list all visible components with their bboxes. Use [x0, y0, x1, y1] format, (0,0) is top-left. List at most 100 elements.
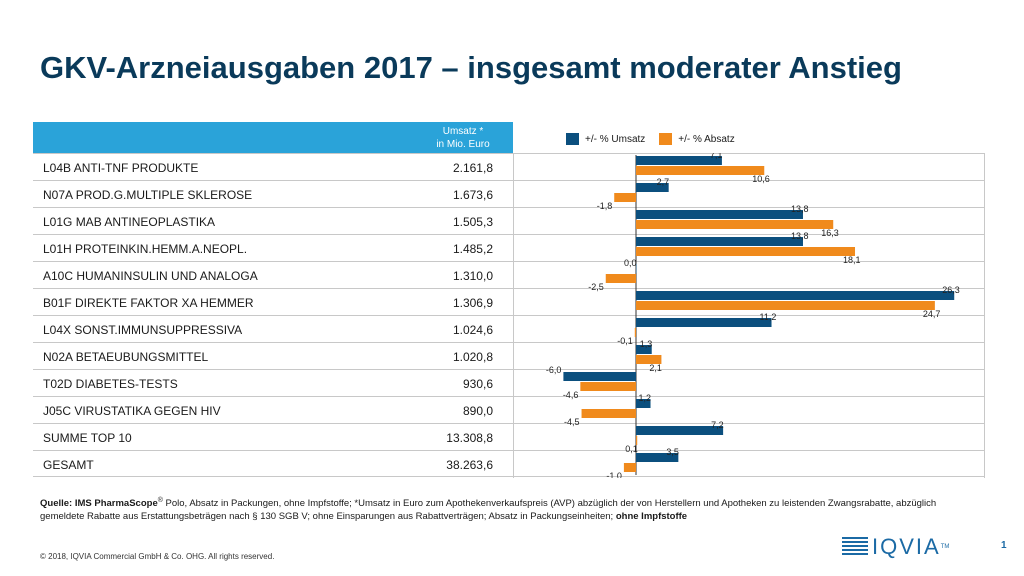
- bar-umsatz: [636, 453, 679, 462]
- row-umsatz-value: 1.485,2: [452, 242, 493, 256]
- legend-umsatz: +/- % Umsatz: [566, 133, 645, 145]
- source-text: Polo, Absatz in Packungen, ohne Impfstof…: [40, 498, 937, 523]
- legend-label-umsatz: +/- % Umsatz: [585, 133, 646, 145]
- data-table: Umsatz * in Mio. Euro +/- % Umsatz +/- %…: [33, 122, 985, 478]
- row-umsatz-value: 13.308,8: [446, 431, 493, 445]
- row-umsatz-value: 930,6: [462, 377, 493, 391]
- table-row: GESAMT 38.263,6: [33, 450, 985, 477]
- legend-label-absatz: +/- % Absatz: [678, 133, 735, 145]
- row-label: L04X SONST.IMMUNSUPPRESSIVA: [43, 323, 243, 337]
- umsatz-header-line1: Umsatz *: [442, 126, 484, 137]
- data-label-umsatz: 3,5: [666, 447, 679, 457]
- table-row: L01G MAB ANTINEOPLASTIKA 1.505,3: [33, 207, 985, 234]
- copyright: © 2018, IQVIA Commercial GmbH & Co. OHG.…: [40, 552, 275, 561]
- data-label-absatz: 18,1: [843, 255, 861, 265]
- data-label-umsatz: 13,8: [791, 204, 809, 214]
- row-umsatz-value: 1.020,8: [452, 350, 493, 364]
- bar-absatz: [636, 166, 765, 175]
- row-umsatz-value: 38.263,6: [446, 458, 493, 472]
- iqvia-logo: IQVIA TM: [842, 534, 949, 560]
- header-band: [33, 122, 513, 153]
- row-label: L04B ANTI-TNF PRODUKTE: [43, 161, 199, 175]
- row-label: A10C HUMANINSULIN UND ANALOGA: [43, 269, 258, 283]
- legend-swatch-absatz: [659, 133, 673, 145]
- bar-umsatz: [636, 399, 651, 408]
- data-label-absatz: -2,5: [588, 282, 604, 292]
- data-label-umsatz: 1,2: [639, 393, 652, 403]
- legend-absatz: +/- % Absatz: [659, 133, 735, 145]
- data-label-absatz: -1,8: [597, 201, 613, 211]
- data-label-absatz: 0,1: [625, 444, 638, 454]
- bar-absatz: [636, 220, 834, 229]
- table-row: T02D DIABETES-TESTS 930,6: [33, 369, 985, 396]
- row-label: J05C VIRUSTATIKA GEGEN HIV: [43, 404, 221, 418]
- data-label-absatz: 16,3: [821, 228, 839, 238]
- bar-chart: 7,1 10,6 2,7 -1,8 13,8 16,3 13,8 18,1 0,0 -2,5 26,…: [546, 153, 960, 478]
- row-umsatz-value: 1.306,9: [452, 296, 493, 310]
- row-umsatz-value: 1.024,6: [452, 323, 493, 337]
- table-row: SUMME TOP 10 13.308,8: [33, 423, 985, 450]
- page-number: 1: [1001, 540, 1007, 551]
- row-umsatz-value: 1.310,0: [452, 269, 493, 283]
- data-label-umsatz: 13,8: [791, 231, 809, 241]
- row-umsatz-value: 890,0: [462, 404, 493, 418]
- chart-legend: +/- % Umsatz +/- % Absatz: [566, 133, 749, 145]
- data-label-umsatz: -6,0: [546, 365, 562, 375]
- row-label: B01F DIREKTE FAKTOR XA HEMMER: [43, 296, 254, 310]
- table-right-border: [984, 153, 985, 478]
- bar-umsatz: [636, 291, 955, 300]
- bar-absatz: [605, 274, 636, 283]
- row-label: GESAMT: [43, 458, 94, 472]
- bar-absatz: [614, 193, 636, 202]
- data-label-absatz: 2,1: [649, 363, 662, 373]
- row-umsatz-value: 1.673,6: [452, 188, 493, 202]
- bar-absatz: [634, 328, 636, 337]
- source-reg: ®: [157, 497, 163, 504]
- table-row: B01F DIREKTE FAKTOR XA HEMMER 1.306,9: [33, 288, 985, 315]
- row-label: L01G MAB ANTINEOPLASTIKA: [43, 215, 216, 229]
- row-umsatz-value: 1.505,3: [452, 215, 493, 229]
- bar-umsatz: [636, 318, 772, 327]
- data-label-absatz: -1,0: [606, 471, 622, 478]
- data-label-umsatz: 7,2: [711, 420, 724, 430]
- data-label-absatz: 24,7: [923, 309, 941, 319]
- bar-absatz: [636, 247, 856, 256]
- table-row: J05C VIRUSTATIKA GEGEN HIV 890,0: [33, 396, 985, 423]
- bar-umsatz: [636, 183, 669, 192]
- data-label-umsatz: 7,1: [710, 153, 723, 160]
- row-label: N07A PROD.G.MULTIPLE SKLEROSE: [43, 188, 253, 202]
- data-label-umsatz: 1,3: [640, 339, 653, 349]
- table-row: A10C HUMANINSULIN UND ANALOGA 1.310,0: [33, 261, 985, 288]
- source-lead: Quelle: IMS PharmaScope: [40, 498, 158, 510]
- bar-umsatz: [636, 264, 637, 273]
- table-header: Umsatz * in Mio. Euro +/- % Umsatz +/- %…: [33, 122, 985, 153]
- umsatz-header: Umsatz * in Mio. Euro: [413, 125, 513, 151]
- page-title: GKV-Arzneiausgaben 2017 – insgesamt mode…: [40, 50, 902, 85]
- row-label: L01H PROTEINKIN.HEMM.A.NEOPL.: [43, 242, 248, 256]
- bar-umsatz: [636, 156, 722, 165]
- row-label: SUMME TOP 10: [43, 431, 132, 445]
- bar-umsatz: [636, 210, 803, 219]
- row-umsatz-value: 2.161,8: [452, 161, 493, 175]
- data-label-absatz: -4,5: [564, 417, 580, 427]
- bar-absatz: [636, 355, 662, 364]
- row-label: N02A BETAEUBUNGSMITTEL: [43, 350, 209, 364]
- source-bold-end: ohne Impfstoffe: [615, 511, 688, 523]
- column-divider: [513, 153, 514, 478]
- table-rows: L04B ANTI-TNF PRODUKTE 2.161,8 N07A PROD.G…: [33, 153, 985, 477]
- logo-lines-icon: [842, 537, 868, 557]
- row-label: T02D DIABETES-TESTS: [43, 377, 178, 391]
- logo-tm: TM: [940, 544, 950, 550]
- data-label-umsatz: 2,7: [657, 177, 670, 187]
- bar-absatz: [580, 382, 636, 391]
- table-row: N07A PROD.G.MULTIPLE SKLEROSE 1.673,6: [33, 180, 985, 207]
- table-row: L04X SONST.IMMUNSUPPRESSIVA 1.024,6: [33, 315, 985, 342]
- bar-absatz: [623, 463, 636, 472]
- bar-umsatz: [563, 372, 636, 381]
- table-row: L04B ANTI-TNF PRODUKTE 2.161,8: [33, 153, 985, 180]
- data-label-absatz: -4,6: [563, 390, 579, 400]
- umsatz-header-line2: in Mio. Euro: [436, 139, 490, 150]
- source-note: Quelle: IMS PharmaScope® Polo, Absatz in…: [40, 494, 980, 523]
- bar-umsatz: [636, 345, 652, 354]
- data-label-umsatz: 11,2: [760, 312, 777, 322]
